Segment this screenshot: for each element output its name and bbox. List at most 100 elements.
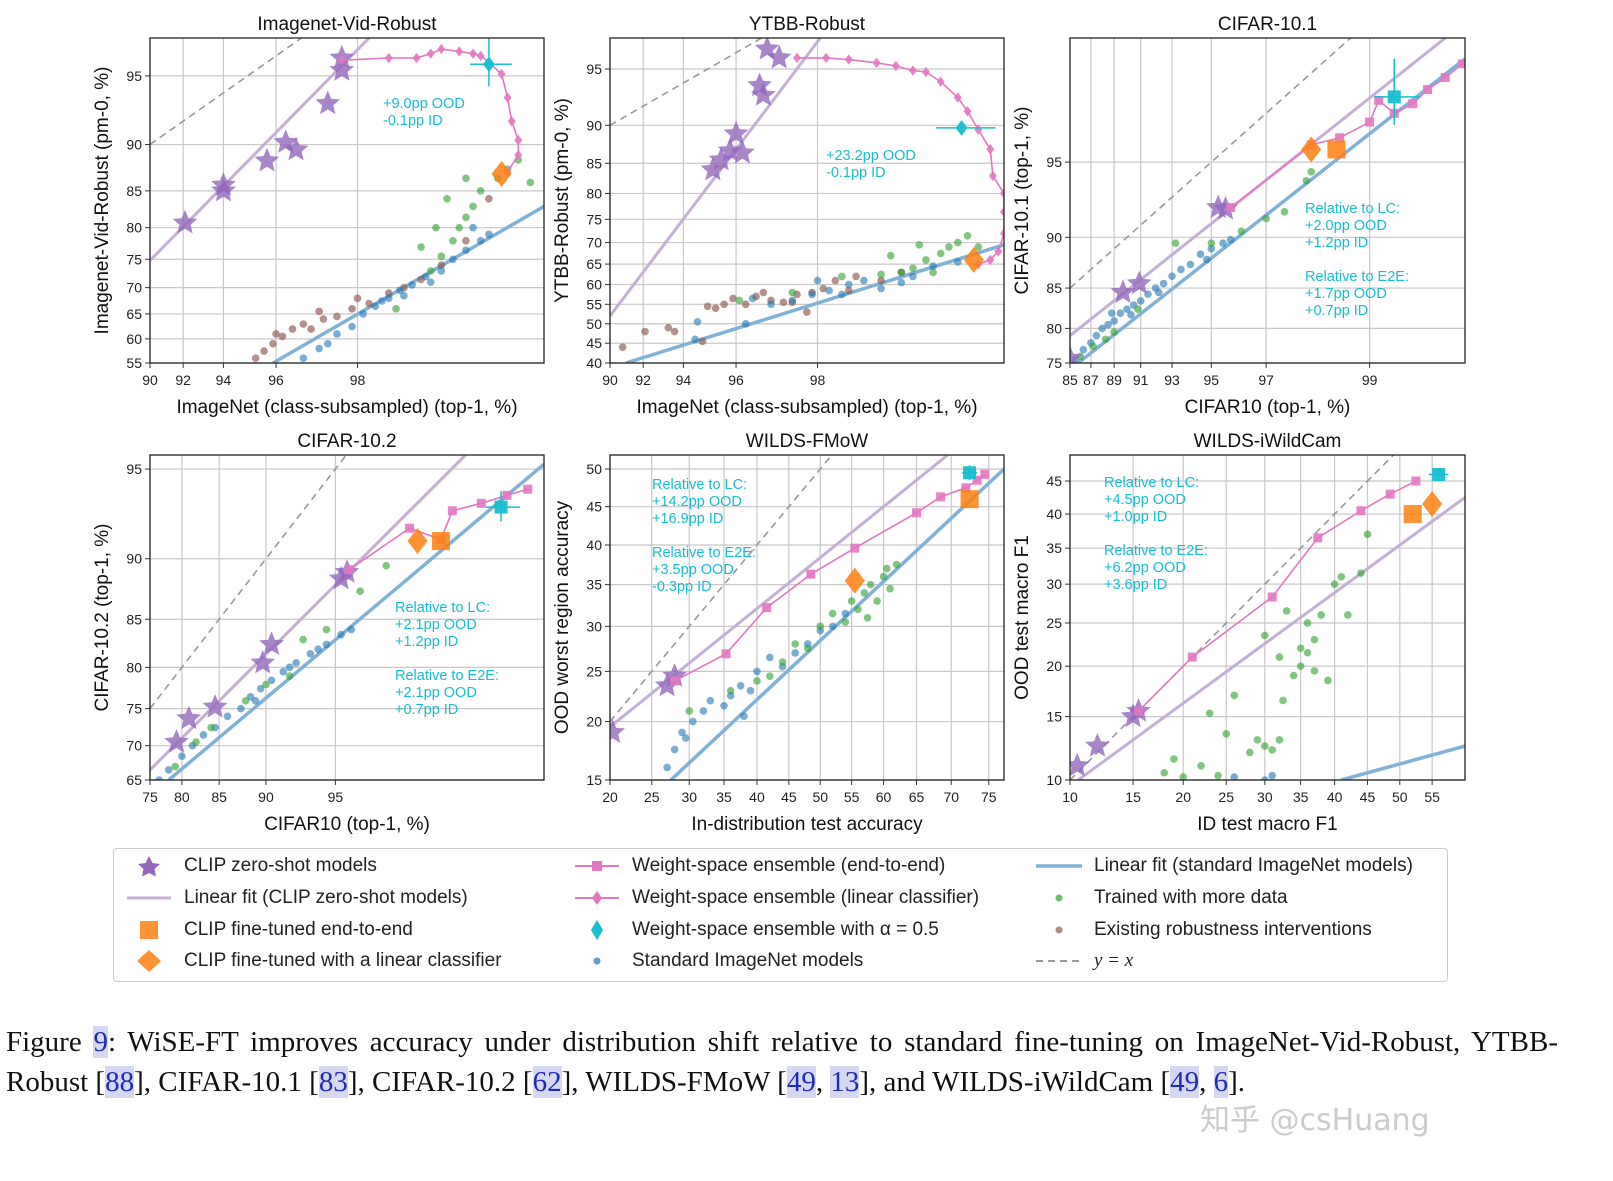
standard-model-point bbox=[860, 276, 868, 285]
clip-zero-shot-star bbox=[1126, 270, 1152, 295]
more-data-point bbox=[1280, 207, 1289, 216]
wse-point bbox=[523, 484, 533, 494]
citation-link[interactable]: 83 bbox=[318, 1066, 348, 1098]
wse-point bbox=[497, 68, 506, 80]
standard-fit-line bbox=[1077, 57, 1465, 363]
wse-point bbox=[455, 46, 464, 57]
wse-point bbox=[469, 48, 478, 59]
wse-point bbox=[1335, 133, 1345, 143]
standard-model-point bbox=[740, 712, 748, 721]
standard-model-point bbox=[1154, 288, 1163, 297]
wse-point bbox=[844, 54, 853, 65]
y-tick-label: 30 bbox=[1046, 576, 1062, 592]
robustness-intervention-point bbox=[384, 289, 393, 297]
more-data-point bbox=[1171, 239, 1180, 247]
brown-dot-icon bbox=[1055, 926, 1063, 934]
caption-text: ], CIFAR-10.1 [ bbox=[134, 1066, 319, 1098]
more-data-point bbox=[417, 243, 425, 251]
more-data-point bbox=[1310, 635, 1319, 644]
citation-link[interactable]: 9 bbox=[93, 1026, 108, 1058]
standard-model-point bbox=[788, 296, 797, 305]
legend-item-wse-alpha: Weight-space ensemble with α = 0.5 bbox=[572, 919, 939, 941]
x-tick-label: 60 bbox=[876, 789, 892, 805]
standard-model-point bbox=[256, 684, 265, 693]
wse-point bbox=[974, 124, 983, 135]
y-tick-label: 80 bbox=[126, 659, 142, 675]
y-tick-label: 50 bbox=[586, 316, 602, 332]
standard-model-point bbox=[877, 284, 885, 293]
standard-model-point bbox=[449, 255, 457, 264]
more-data-point bbox=[1357, 569, 1365, 577]
axes-frame bbox=[1069, 37, 1466, 364]
standard-model-point bbox=[1196, 250, 1205, 258]
more-data-point bbox=[1253, 736, 1262, 744]
caption-text: , bbox=[1199, 1066, 1214, 1098]
figure-caption: Figure 9: WiSE-FT improves accuracy unde… bbox=[6, 1022, 1558, 1102]
wse-point bbox=[1458, 59, 1465, 69]
more-data-point bbox=[1279, 696, 1287, 705]
standard-model-point bbox=[476, 237, 485, 245]
more-data-point bbox=[207, 723, 215, 732]
more-data-point bbox=[974, 243, 983, 251]
more-data-point bbox=[753, 677, 761, 685]
y-tick-label: 35 bbox=[1046, 540, 1062, 556]
citation-link[interactable]: 62 bbox=[532, 1066, 562, 1098]
clip-zero-shot-star bbox=[723, 120, 749, 145]
x-tick-label: 97 bbox=[1258, 372, 1274, 388]
legend-item-clip-fit: Linear fit (CLIP zero-shot models) bbox=[124, 887, 468, 909]
axes-frame bbox=[149, 37, 545, 364]
standard-model-point bbox=[706, 696, 715, 705]
standard-model-point bbox=[1207, 244, 1216, 253]
y-tick-label: 45 bbox=[586, 335, 602, 351]
robustness-intervention-point bbox=[759, 288, 768, 297]
wse-point bbox=[822, 52, 831, 64]
wse-point bbox=[1411, 476, 1421, 486]
legend-label: y = x bbox=[1094, 950, 1134, 971]
standard-model-point bbox=[462, 246, 470, 255]
y-tick-label: 40 bbox=[1046, 506, 1062, 522]
more-data-point bbox=[841, 618, 850, 626]
citation-link[interactable]: 49 bbox=[1170, 1066, 1200, 1098]
legend-item-clip-zero-shot: CLIP zero-shot models bbox=[124, 855, 377, 877]
more-data-point bbox=[1337, 572, 1346, 581]
x-tick-label: 98 bbox=[810, 372, 826, 388]
robustness-intervention-point bbox=[670, 327, 679, 336]
ft-end-to-end-marker bbox=[1327, 140, 1346, 159]
clip-zero-shot-star bbox=[717, 137, 743, 162]
y-tick-label: 15 bbox=[586, 772, 602, 788]
standard-model-point bbox=[306, 650, 315, 658]
y-tick-label: 90 bbox=[126, 137, 142, 153]
legend-label: Linear fit (CLIP zero-shot models) bbox=[184, 887, 468, 908]
more-data-point bbox=[526, 178, 535, 187]
y-tick-label: 80 bbox=[586, 185, 602, 201]
citation-link[interactable]: 88 bbox=[105, 1066, 135, 1098]
legend-label: CLIP fine-tuned with a linear classifier bbox=[184, 950, 502, 971]
citation-link[interactable]: 49 bbox=[786, 1066, 816, 1098]
more-data-point bbox=[1296, 662, 1305, 671]
citation-link[interactable]: 13 bbox=[830, 1066, 860, 1098]
x-tick-label: 93 bbox=[1164, 372, 1180, 388]
wse-point bbox=[936, 76, 945, 87]
axes-frame bbox=[609, 454, 1005, 781]
more-data-point bbox=[171, 762, 180, 771]
robustness-intervention-point bbox=[353, 294, 362, 303]
more-data-point bbox=[886, 251, 895, 260]
y-tick-label: 15 bbox=[1046, 709, 1062, 725]
citation-link[interactable]: 6 bbox=[1213, 1066, 1229, 1098]
wse-point bbox=[437, 43, 446, 55]
y-tick-label: 45 bbox=[586, 499, 602, 515]
annotation-text: Relative to E2E: bbox=[395, 668, 499, 684]
x-tick-label: 30 bbox=[681, 789, 697, 805]
y-axis-label: Imagenet-Vid-Robust (pm-0, %) bbox=[92, 67, 113, 335]
y-tick-label: 65 bbox=[126, 772, 142, 788]
x-tick-label: 92 bbox=[635, 372, 651, 388]
y-tick-label: 60 bbox=[586, 277, 602, 293]
more-data-point bbox=[392, 304, 400, 313]
more-data-point bbox=[1310, 667, 1319, 675]
annotation-text: +23.2pp OOD bbox=[826, 148, 916, 164]
y-equals-x-line bbox=[610, 38, 762, 126]
x-tick-label: 89 bbox=[1106, 372, 1122, 388]
y-tick-label: 20 bbox=[1046, 658, 1062, 674]
standard-model-point bbox=[1127, 310, 1135, 319]
orange-diamond-icon bbox=[137, 950, 161, 972]
